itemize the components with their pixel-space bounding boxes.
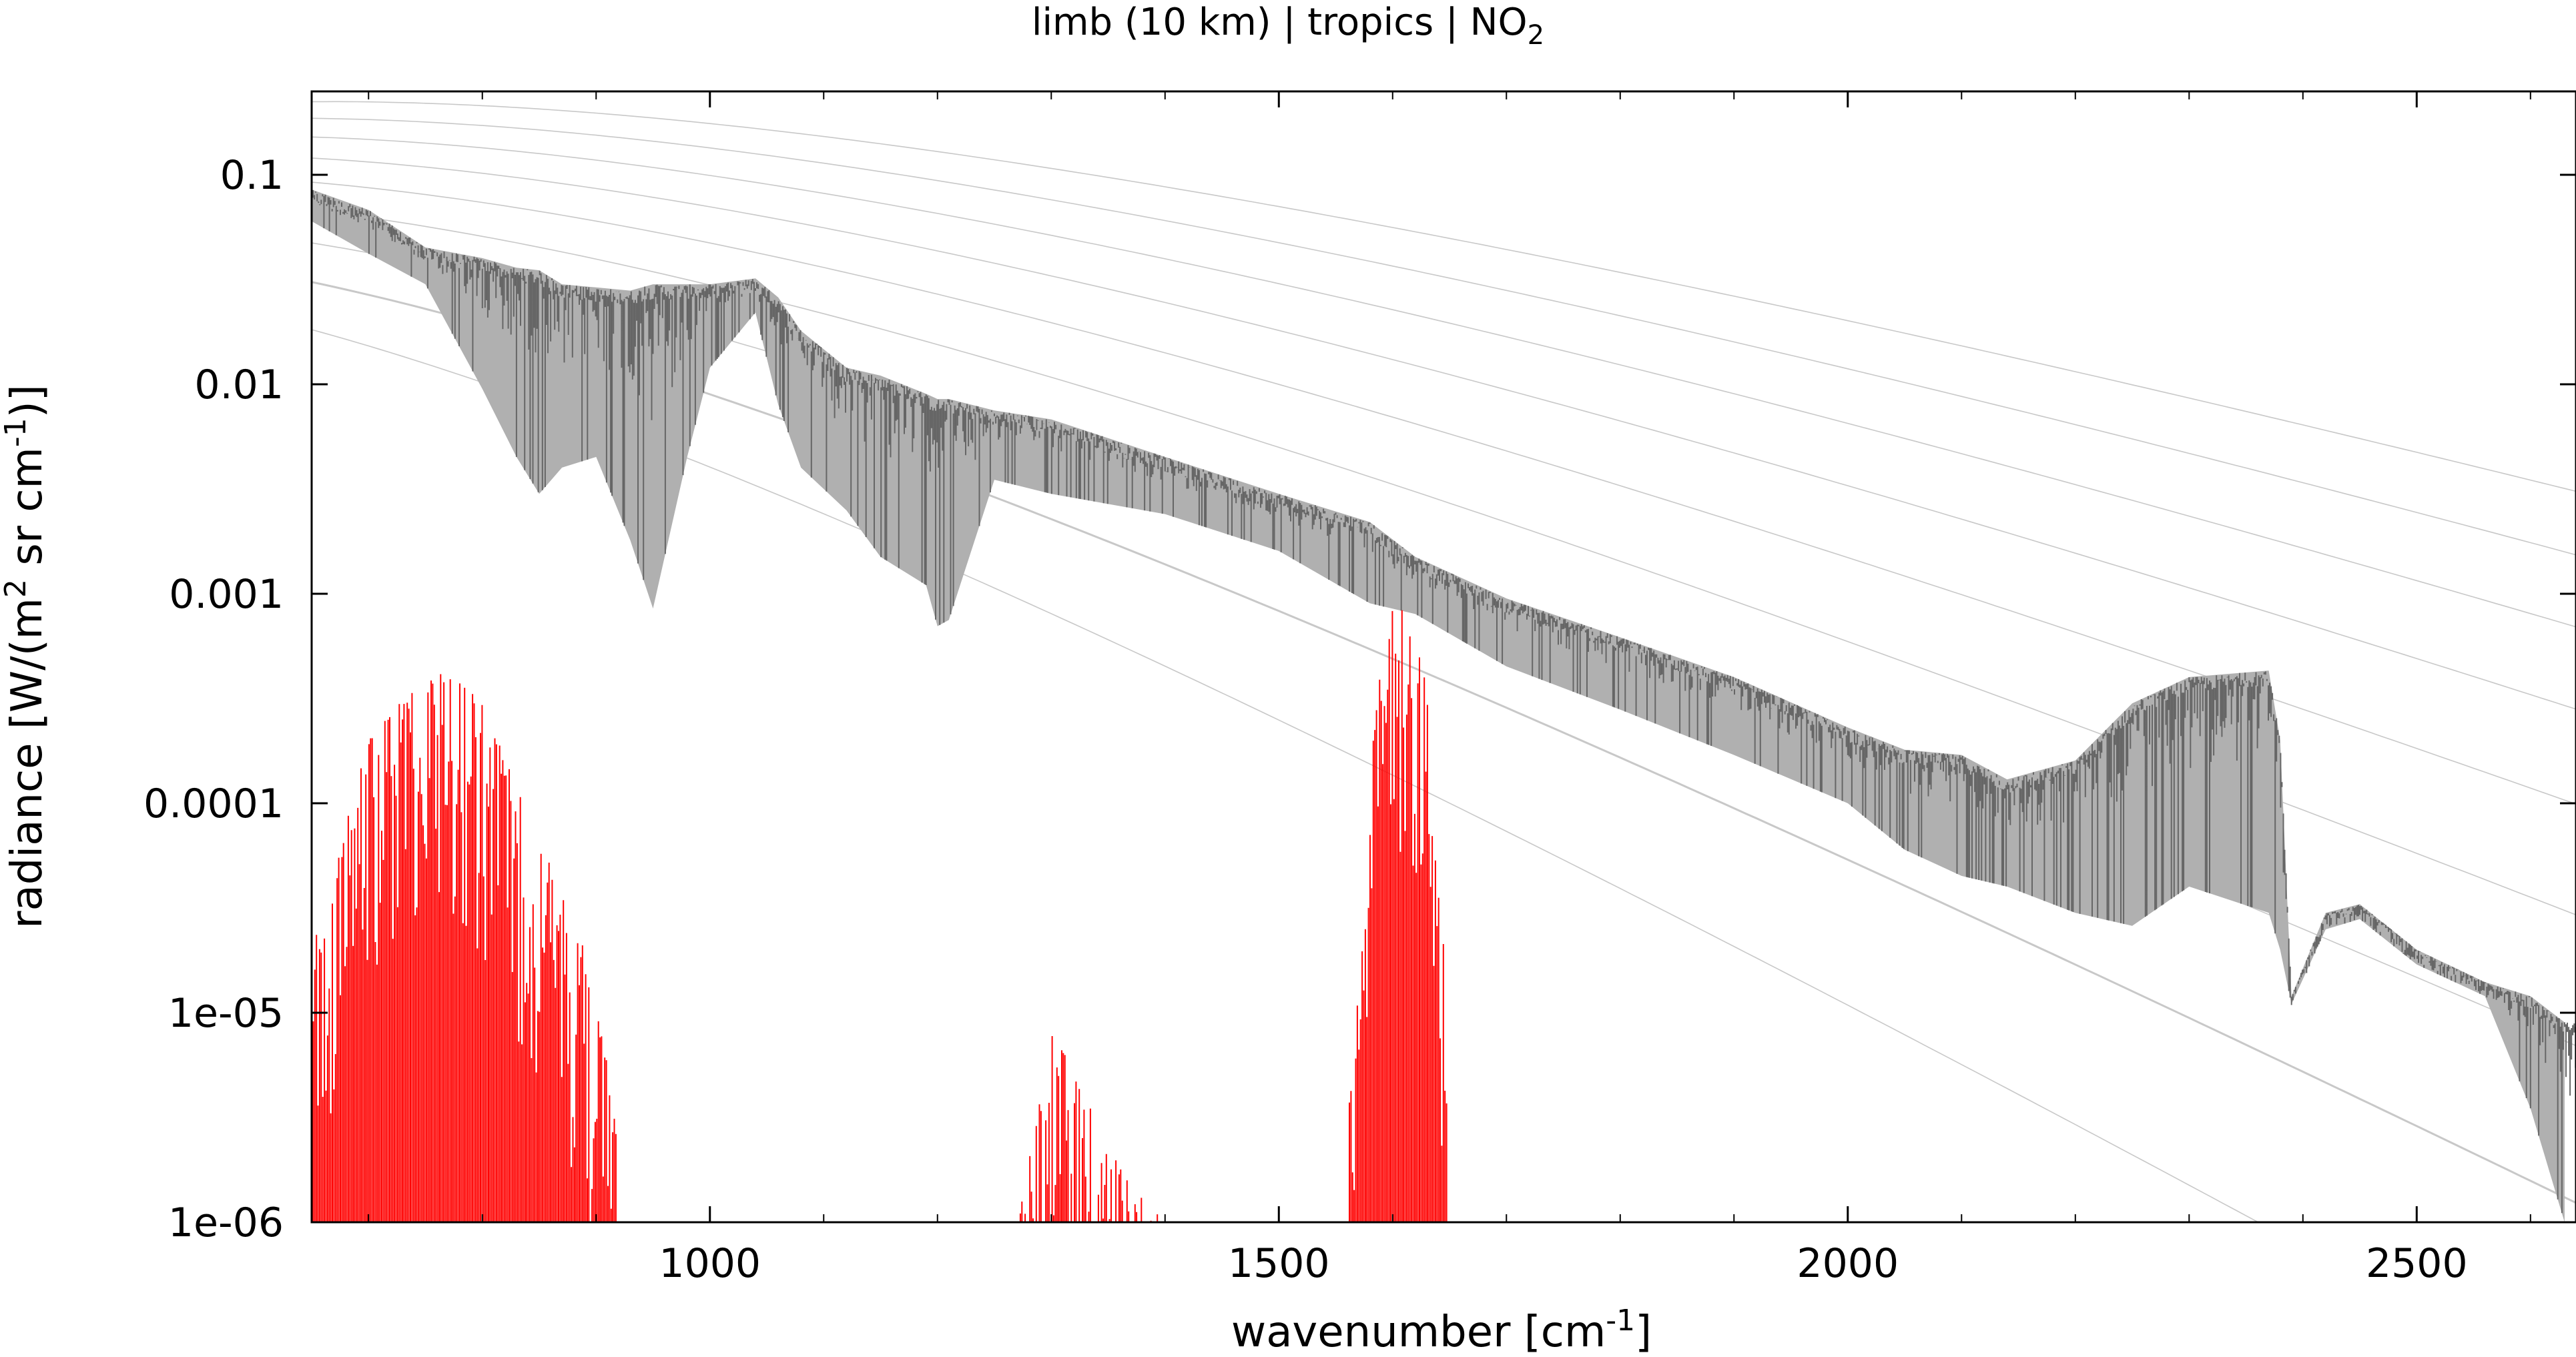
- no2-band-1: [312, 674, 617, 1222]
- planck-curve-280k: [312, 157, 2576, 710]
- no2-band-2: [1019, 1036, 1159, 1222]
- planck-curve-320k: [312, 117, 2576, 556]
- x-axis-label: wavenumber [cm-1]: [1231, 1304, 1652, 1357]
- y-tick-label: 1e-06: [168, 1200, 284, 1246]
- gray-spectrum-lines: [312, 189, 2576, 1214]
- planck-curve-180k: [312, 329, 2260, 1222]
- planck-curve-300k: [312, 136, 2576, 628]
- planck-curve-340k: [312, 101, 2576, 492]
- y-tick-label: 0.01: [194, 362, 284, 408]
- x-tick-label: 1000: [659, 1240, 761, 1287]
- chart-title: limb (10 km) | tropics | NO2: [1032, 1, 1544, 51]
- radiance-spectrum-no2: [312, 610, 1447, 1222]
- x-tick-label: 2000: [1797, 1240, 1899, 1287]
- y-tick-label: 0.001: [169, 571, 284, 618]
- y-tick-label: 0.1: [220, 152, 284, 199]
- y-axis-label: radiance [W/(m2 sr cm-1)]: [0, 384, 52, 928]
- y-axis-ticks: 0.1 0.01 0.001 0.0001 1e-05 1e-06: [143, 152, 2576, 1246]
- x-tick-label: 2500: [2366, 1240, 2468, 1287]
- x-tick-label: 1500: [1228, 1240, 1330, 1287]
- planck-curve-260k: [312, 181, 2576, 805]
- x-axis-ticks: 1000 1500 2000 2500: [368, 91, 2531, 1287]
- radiance-spectrum-total: [312, 189, 2576, 1222]
- y-tick-label: 0.0001: [143, 781, 284, 827]
- no2-band-3: [1349, 610, 1447, 1222]
- plot-frame: [310, 90, 2576, 1224]
- y-tick-label: 1e-05: [168, 990, 284, 1037]
